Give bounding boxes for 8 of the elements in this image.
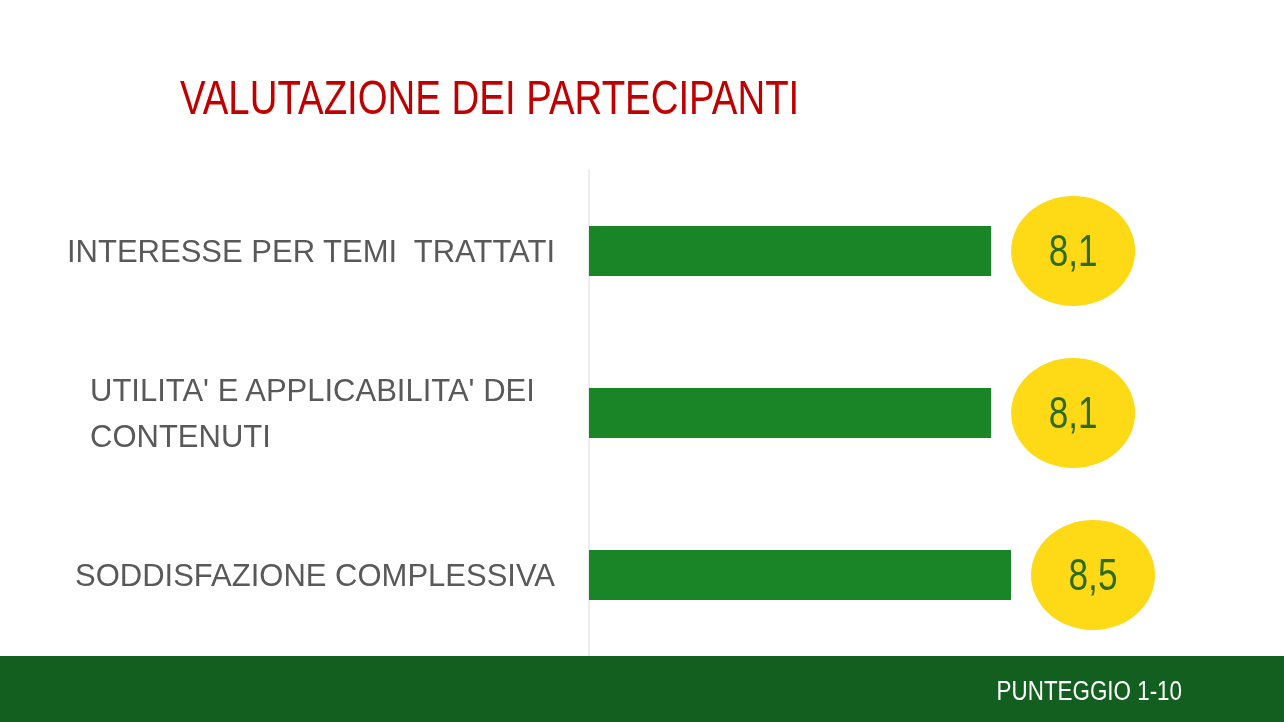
- y-tick-label: SODDISFAZIONE COMPLESSIVA: [74, 557, 556, 593]
- text: PUNTEGGIO 1-10: [996, 674, 1182, 706]
- chart-title: VALUTAZIONE DEI PARTECIPANTI: [180, 70, 800, 124]
- y-tick-label: INTERESSE PER TEMI TRATTATI: [66, 233, 555, 269]
- data-label: 8,5: [1068, 550, 1118, 600]
- data-label: 8,1: [1048, 388, 1098, 438]
- y-tick-label: UTILITA' E APPLICABILITA' DEI CONTENUTI: [90, 372, 535, 454]
- data-label: 8,1: [1048, 226, 1098, 276]
